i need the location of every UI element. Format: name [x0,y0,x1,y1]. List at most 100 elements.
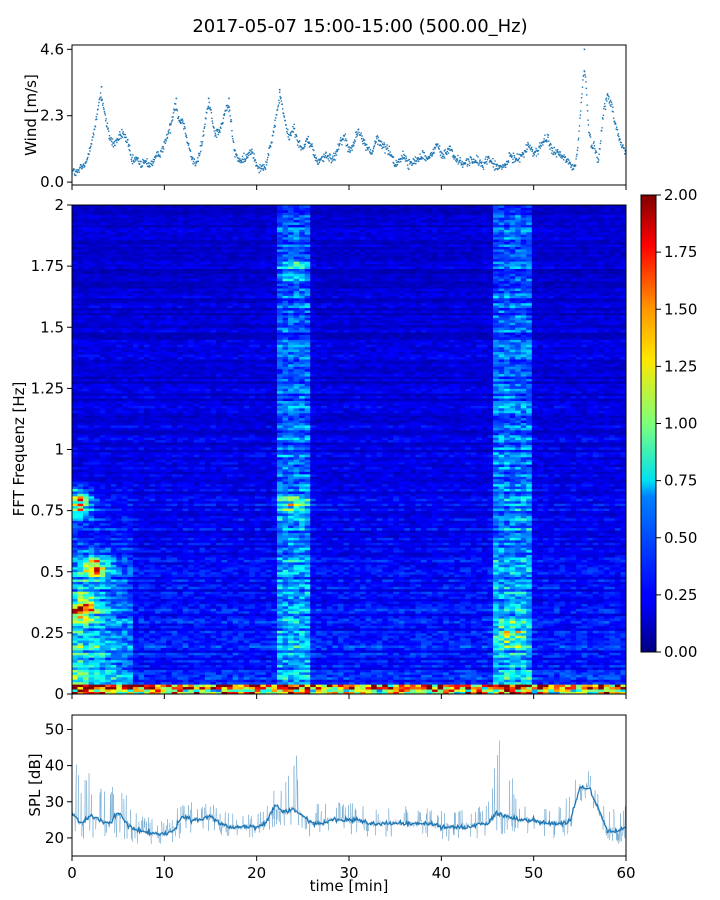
spectrogram-cell [144,361,150,364]
spectrogram-cell [127,254,133,257]
spectrogram-cell [161,410,167,413]
spectrogram-cell [116,604,122,607]
spectrogram-cell [116,254,122,257]
spectrogram-cell [105,689,111,692]
spectrogram-cell [122,225,128,228]
spectrogram-cell [133,335,139,338]
spectrogram-cell [89,645,95,648]
spectrogram-cell [89,503,95,506]
spectrogram-cell [166,288,172,291]
spectrogram-cell [89,596,95,599]
spectrogram-cell [166,286,172,289]
wind-point [87,157,88,158]
spectrogram-cell [100,388,106,391]
spectrogram-cell [105,225,111,228]
spectrogram-cell [155,352,161,355]
spectrogram-cell [72,379,78,382]
spectrogram-cell [127,508,133,511]
spectrogram-cell [116,437,122,440]
spectrogram-cell [105,462,111,465]
spectrogram-cell [116,498,122,501]
spectrogram-cell [127,242,133,245]
spectrogram-cell [111,247,117,250]
spectrogram-cell [144,273,150,276]
spectrogram-cell [89,491,95,494]
spectrogram-cell [166,425,172,428]
spectrogram-cell [116,452,122,455]
spectrogram-cell [161,359,167,362]
spectrogram-cell [83,523,89,526]
spectrogram-cell [105,437,111,440]
spectrogram-cell [111,371,117,374]
spectrogram-cell [89,388,95,391]
spectrogram-cell [89,273,95,276]
spectrogram-cell [94,427,100,430]
spectrogram-cell [155,667,161,670]
spectrogram-cell [78,371,84,374]
spectrogram-cell [166,650,172,653]
spectrogram-cell [100,530,106,533]
spectrogram-cell [144,550,150,553]
spectrogram-cell [100,540,106,543]
spectrogram-cell [150,286,156,289]
spectrogram-cell [150,440,156,443]
spectrogram-cell [105,359,111,362]
spectrogram-cell [127,626,133,629]
spectrogram-cell [105,239,111,242]
spectrogram-cell [144,506,150,509]
wind-point [547,137,548,138]
spectrogram-cell [116,229,122,232]
wind-point [332,157,333,158]
wind-point [488,156,489,157]
wind-point [549,148,550,149]
wind-point [307,139,308,140]
wind-point [105,114,106,115]
wind-point [362,143,363,144]
spectrogram-cell [94,569,100,572]
spectrogram-cell [138,606,144,609]
spectrogram-cell [138,354,144,357]
wind-point [512,158,513,159]
spectrogram-cell [83,251,89,254]
wind-point [575,165,576,166]
spectrogram-cell [100,547,106,550]
spectrogram-cell [138,655,144,658]
spectrogram-cell [161,220,167,223]
spectrogram-cell [166,528,172,531]
spectrogram-cell [161,567,167,570]
spectrogram-cell [138,662,144,665]
spectrogram-cell [150,405,156,408]
spectrogram-cell [122,298,128,301]
spectrogram-cell [122,251,128,254]
spectrogram-cell [166,479,172,482]
spectrogram-cell [166,657,172,660]
spectrogram-cell [105,418,111,421]
wind-point [288,136,289,137]
spectrogram-cell [155,249,161,252]
spectrogram-cell [172,528,178,531]
spectrogram-cell [155,247,161,250]
spectrogram-cell [133,266,139,269]
wind-point [140,161,141,162]
spectrogram-cell [122,670,128,673]
spectrogram-cell [111,335,117,338]
spectrogram-cell [138,335,144,338]
spectrogram-cell [127,388,133,391]
wind-point [495,164,496,165]
spectrogram-cell [155,479,161,482]
wind-point [194,159,195,160]
wind-point [519,161,520,162]
spectrogram-cell [155,657,161,660]
spectrogram-cell [89,427,95,430]
wind-point [118,134,119,135]
wind-point [182,118,183,119]
spectrogram-cell [94,305,100,308]
wind-point [353,145,354,146]
spectrogram-cell [122,366,128,369]
spectrogram-cell [150,645,156,648]
spectrogram-cell [83,520,89,523]
spectrogram-cell [172,633,178,636]
spectrogram-cell [122,682,128,685]
spectrogram-cell [144,313,150,316]
spectrogram-cell [166,498,172,501]
